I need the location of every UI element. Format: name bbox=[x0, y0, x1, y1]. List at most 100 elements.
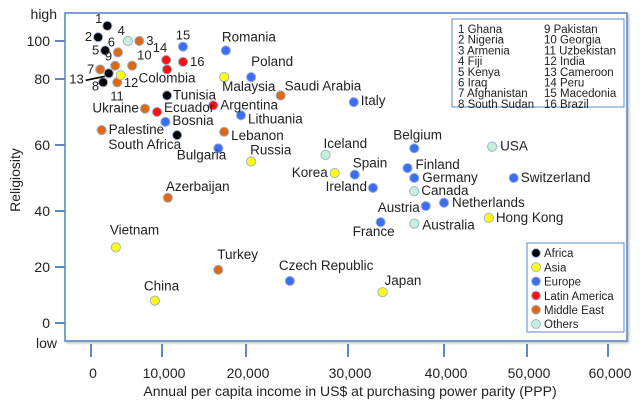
point-afghanistan bbox=[95, 64, 106, 75]
number-key-item: 14 Peru bbox=[544, 78, 584, 90]
point-kenya bbox=[100, 45, 111, 56]
number-key-item: 2 Nigeria bbox=[458, 35, 505, 47]
y-tick-label: 0 bbox=[42, 315, 50, 331]
number-key-item: 5 Kenya bbox=[458, 67, 501, 79]
label-ireland: Ireland bbox=[326, 179, 367, 194]
point-malaysia bbox=[219, 72, 230, 83]
label-turkey: Turkey bbox=[217, 247, 258, 262]
label-romania: Romania bbox=[222, 30, 277, 45]
label-kenya: 5 bbox=[92, 43, 99, 58]
label-saudi-arabia: Saudi Arabia bbox=[285, 79, 362, 94]
point-switzerland bbox=[508, 172, 519, 184]
number-key-item: 11 Uzbekistan bbox=[544, 45, 616, 57]
label-ecuador: Ecuador bbox=[164, 100, 215, 115]
legend-item: Asia bbox=[544, 262, 567, 274]
label-canada: Canada bbox=[421, 183, 469, 198]
label-lithuania: Lithuania bbox=[248, 111, 303, 126]
leader-line bbox=[85, 75, 105, 82]
y-high-label: high bbox=[31, 6, 57, 22]
point-lebanon bbox=[219, 126, 230, 137]
point-belgium bbox=[409, 143, 420, 154]
number-key-item: 1 Ghana bbox=[458, 24, 503, 36]
point-iceland bbox=[320, 149, 331, 160]
data-points bbox=[93, 20, 519, 306]
point-japan bbox=[377, 287, 388, 298]
label-fiji: 4 bbox=[118, 23, 125, 38]
legend-item: Middle East bbox=[544, 305, 605, 317]
label-iraq: 6 bbox=[108, 34, 115, 49]
label-argentina: Argentina bbox=[220, 97, 278, 112]
number-key-item: 7 Afghanistan bbox=[458, 88, 528, 100]
point-ireland bbox=[367, 182, 379, 193]
label-iceland: Iceland bbox=[324, 136, 368, 151]
point-russia bbox=[246, 156, 257, 167]
label-india: 12 bbox=[124, 75, 138, 90]
x-tick-label: 30,000 bbox=[329, 365, 372, 381]
point-romania bbox=[220, 45, 231, 56]
legend-item: Latin America bbox=[544, 291, 614, 303]
label-lebanon: Lebanon bbox=[231, 128, 284, 143]
label-ghana: 1 bbox=[95, 11, 102, 26]
number-key-item: 8 South Sudan bbox=[458, 99, 534, 111]
point-australia bbox=[409, 218, 420, 229]
label-france: France bbox=[353, 224, 395, 239]
point-iraq bbox=[112, 47, 124, 58]
x-tick-label: 50,000 bbox=[508, 365, 551, 381]
label-peru: 14 bbox=[153, 40, 167, 55]
point-pakistan bbox=[110, 60, 121, 71]
point-italy bbox=[348, 97, 359, 108]
x-axis: 0 10,000 20,000 30,000 40,000 50,000 60,000 bbox=[89, 344, 632, 381]
number-key-item: 15 Macedonia bbox=[544, 88, 617, 100]
point-south-sudan bbox=[97, 77, 109, 88]
legend-box bbox=[526, 242, 625, 333]
point-finland bbox=[402, 163, 413, 174]
point-lithuania bbox=[235, 110, 247, 121]
point-peru bbox=[161, 54, 172, 66]
label-czech-republic: Czech Republic bbox=[279, 258, 374, 273]
point-ukraine bbox=[139, 103, 151, 114]
point-bulgaria bbox=[213, 143, 224, 154]
label-korea: Korea bbox=[292, 165, 329, 180]
point-georgia bbox=[127, 60, 138, 71]
label-georgia: 10 bbox=[137, 48, 151, 63]
legend-marker bbox=[531, 276, 541, 287]
point-canada bbox=[409, 186, 420, 197]
label-bulgaria: Bulgaria bbox=[177, 147, 227, 162]
label-malaysia: Malaysia bbox=[222, 79, 276, 94]
label-tunisia: Tunisia bbox=[173, 88, 217, 103]
x-tick-label: 10,000 bbox=[143, 365, 186, 381]
point-austria bbox=[420, 200, 431, 212]
label-pakistan: 9 bbox=[105, 49, 112, 64]
number-key-item: 3 Armenia bbox=[458, 45, 510, 57]
point-saudi-arabia bbox=[275, 90, 286, 101]
point-india bbox=[115, 70, 126, 81]
label-netherlands: Netherlands bbox=[452, 195, 525, 210]
label-switzerland: Switzerland bbox=[521, 170, 591, 185]
number-key-item: 10 Georgia bbox=[544, 35, 602, 47]
point-netherlands bbox=[438, 197, 450, 208]
label-bosnia: Bosnia bbox=[172, 113, 214, 128]
point-france bbox=[375, 217, 386, 228]
y-tick-label: 40 bbox=[34, 203, 50, 219]
label-usa: USA bbox=[500, 139, 528, 154]
number-key-box bbox=[451, 18, 625, 108]
point-germany bbox=[409, 172, 420, 184]
point-fiji bbox=[122, 35, 134, 47]
point-vietnam bbox=[110, 242, 121, 253]
point-argentina bbox=[208, 100, 219, 111]
x-axis-title: Annual per capita income in US$ at purch… bbox=[143, 383, 556, 399]
label-palestine: Palestine bbox=[109, 122, 165, 137]
point-korea bbox=[329, 167, 340, 179]
label-vietnam: Vietnam bbox=[110, 222, 159, 237]
legend-item: Africa bbox=[544, 248, 574, 260]
y-axis-title: Religiosity bbox=[7, 148, 23, 212]
legend-item: Others bbox=[544, 319, 579, 331]
label-finland: Finland bbox=[416, 157, 460, 172]
x-tick-label: 20,000 bbox=[227, 365, 270, 381]
label-uzbekistan: 11 bbox=[110, 88, 124, 103]
number-key-item: 6 Iraq bbox=[458, 78, 487, 90]
number-key-item: 12 India bbox=[544, 56, 586, 68]
legend-marker bbox=[531, 319, 541, 329]
